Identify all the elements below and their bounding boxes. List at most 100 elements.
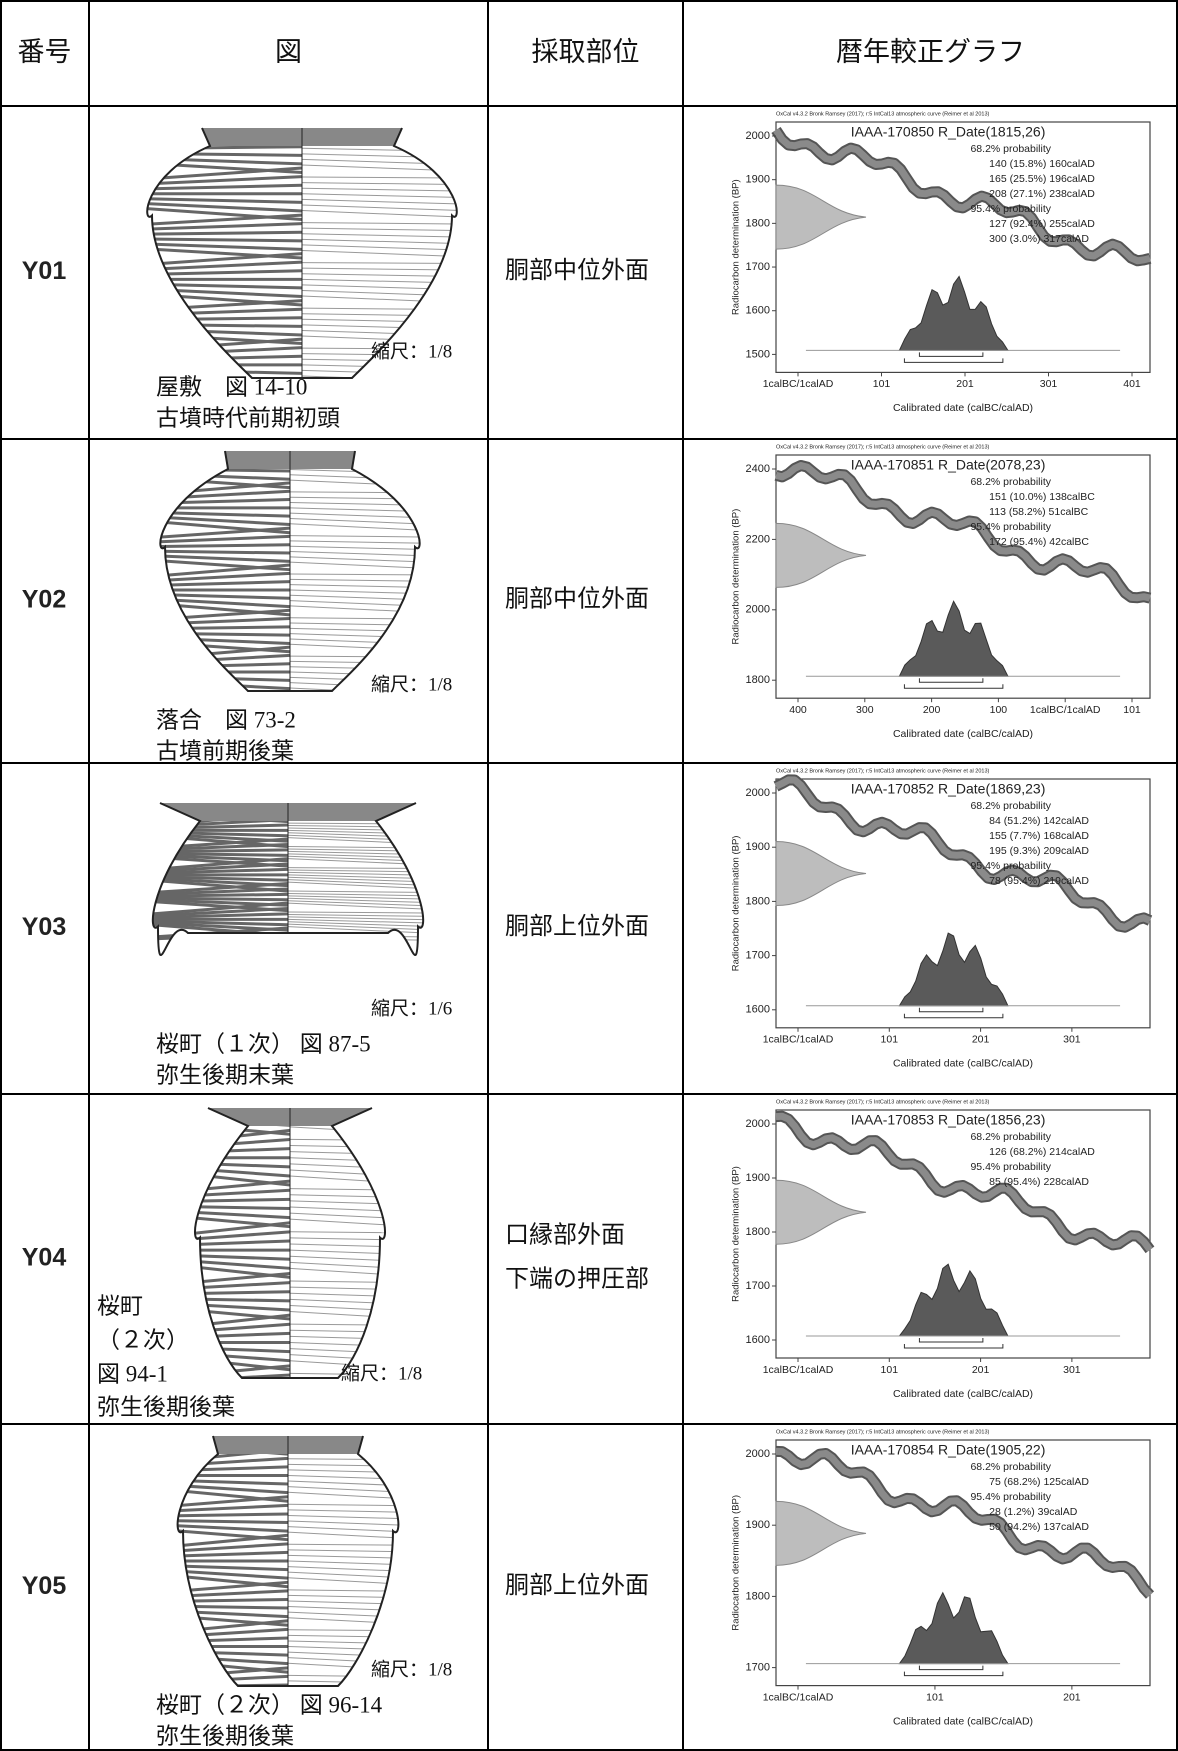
hatch bbox=[287, 1611, 399, 1619]
hatch bbox=[147, 201, 303, 213]
probability-line: 95.4% probability bbox=[970, 1161, 1051, 1173]
hatch bbox=[160, 526, 291, 540]
figure-caption: 弥生後期末葉 bbox=[156, 1062, 294, 1087]
probability-line: 151 (10.0%) 138calBC bbox=[989, 491, 1095, 503]
x-tick-label: 1calBC/1calAD bbox=[763, 1034, 834, 1046]
hatch bbox=[289, 1341, 386, 1347]
hatch bbox=[287, 1491, 399, 1500]
scale-note: 縮尺：1/8 bbox=[371, 340, 452, 362]
hatch bbox=[287, 876, 424, 883]
probability-line: 50 (94.2%) 137calAD bbox=[989, 1521, 1089, 1533]
hatch bbox=[289, 643, 420, 652]
hatch bbox=[289, 1194, 386, 1198]
curve-band bbox=[773, 128, 1151, 265]
probability-line: 68.2% probability bbox=[970, 476, 1051, 488]
hatch bbox=[301, 364, 457, 370]
hatch bbox=[289, 666, 420, 671]
figure-caption: 桜町（２次） 図 96-14 bbox=[156, 1692, 383, 1717]
figure-caption: 桜町 bbox=[97, 1293, 143, 1318]
hatch bbox=[301, 318, 457, 324]
hatch bbox=[177, 1609, 289, 1619]
hatch bbox=[301, 198, 457, 205]
hatch bbox=[194, 1373, 291, 1378]
y-tick-label: 1800 bbox=[746, 895, 770, 907]
hatch bbox=[177, 1456, 289, 1468]
hatch bbox=[194, 1253, 291, 1261]
y-tick-label: 1700 bbox=[746, 950, 770, 962]
graph-header: OxCal v4.3.2 Bronk Ramsey (2017); r:5 In… bbox=[776, 1429, 990, 1435]
hatch bbox=[287, 1458, 399, 1461]
hatch bbox=[152, 823, 289, 831]
sample-id: Y04 bbox=[22, 1244, 67, 1272]
y-tick-label: 1800 bbox=[746, 217, 770, 229]
hatch bbox=[147, 282, 303, 290]
x-tick-label: 1calBC/1calAD bbox=[1030, 704, 1101, 716]
posterior-distribution bbox=[898, 1591, 1009, 1665]
hatch bbox=[177, 1649, 289, 1657]
x-tick-label: 1calBC/1calAD bbox=[763, 378, 834, 390]
hatch bbox=[287, 1531, 399, 1540]
hatch bbox=[177, 1465, 289, 1473]
probability-line: 95.4% probability bbox=[970, 521, 1051, 533]
probability-line: 95.4% probability bbox=[970, 1491, 1051, 1503]
posterior-distribution bbox=[898, 275, 1009, 351]
hatch bbox=[194, 1239, 291, 1247]
hatch bbox=[287, 1463, 399, 1467]
hatch bbox=[160, 631, 291, 637]
hatch bbox=[160, 597, 291, 609]
hatch bbox=[301, 176, 457, 179]
hatch bbox=[287, 926, 424, 935]
hatch bbox=[289, 1298, 386, 1305]
hatch bbox=[289, 584, 420, 589]
hatch bbox=[287, 881, 424, 890]
hatch bbox=[152, 887, 289, 897]
x-tick-label: 101 bbox=[1123, 704, 1141, 716]
hatch bbox=[289, 1255, 386, 1262]
hatch bbox=[194, 1281, 291, 1291]
x-tick-label: 200 bbox=[923, 704, 941, 716]
hatch bbox=[160, 467, 291, 473]
measurement-distribution bbox=[775, 1500, 867, 1566]
hatch bbox=[177, 1568, 289, 1580]
x-tick-label: 1calBC/1calAD bbox=[763, 1364, 834, 1376]
hatch bbox=[301, 289, 457, 297]
hatch bbox=[287, 867, 424, 870]
hatch bbox=[147, 316, 303, 322]
hatch bbox=[194, 1188, 291, 1198]
hatch bbox=[160, 635, 291, 645]
graph-title: IAAA-170853 R_Date(1856,23) bbox=[851, 1112, 1046, 1128]
hatch bbox=[301, 262, 457, 265]
figure-caption: 弥生後期後葉 bbox=[97, 1394, 235, 1419]
hatch bbox=[289, 1311, 386, 1319]
hatch bbox=[287, 1571, 399, 1579]
hatch bbox=[194, 1221, 291, 1237]
x-axis-label: Calibrated date (calBC/calAD) bbox=[893, 1715, 1033, 1727]
y-tick-label: 1600 bbox=[746, 1334, 770, 1346]
hatch bbox=[177, 1627, 289, 1639]
hatch bbox=[194, 1166, 291, 1178]
hatch bbox=[289, 523, 420, 532]
hatch bbox=[289, 1200, 386, 1205]
hatch bbox=[147, 286, 303, 298]
sampling-part: 口縁部外面 bbox=[505, 1222, 625, 1249]
hatch bbox=[290, 1386, 400, 1390]
posterior-distribution bbox=[898, 932, 1009, 1007]
x-tick-label: 301 bbox=[1063, 1034, 1081, 1046]
hatch bbox=[152, 874, 289, 882]
hatch bbox=[289, 605, 420, 614]
y-tick-label: 1900 bbox=[746, 841, 770, 853]
y-tick-label: 1700 bbox=[746, 261, 770, 273]
x-tick-label: 201 bbox=[956, 378, 974, 390]
y-tick-label: 1700 bbox=[746, 1662, 770, 1674]
hatch bbox=[287, 1543, 399, 1546]
hatch bbox=[177, 1564, 289, 1572]
posterior-distribution bbox=[898, 1263, 1009, 1337]
range-bracket bbox=[903, 1013, 1004, 1019]
hatch bbox=[194, 1290, 291, 1296]
hatch bbox=[287, 897, 424, 904]
hatch bbox=[194, 1346, 291, 1354]
probability-line: 68.2% probability bbox=[970, 143, 1051, 155]
hatch bbox=[147, 367, 303, 375]
figure-caption: 桜町（１次） 図 87-5 bbox=[156, 1031, 371, 1056]
